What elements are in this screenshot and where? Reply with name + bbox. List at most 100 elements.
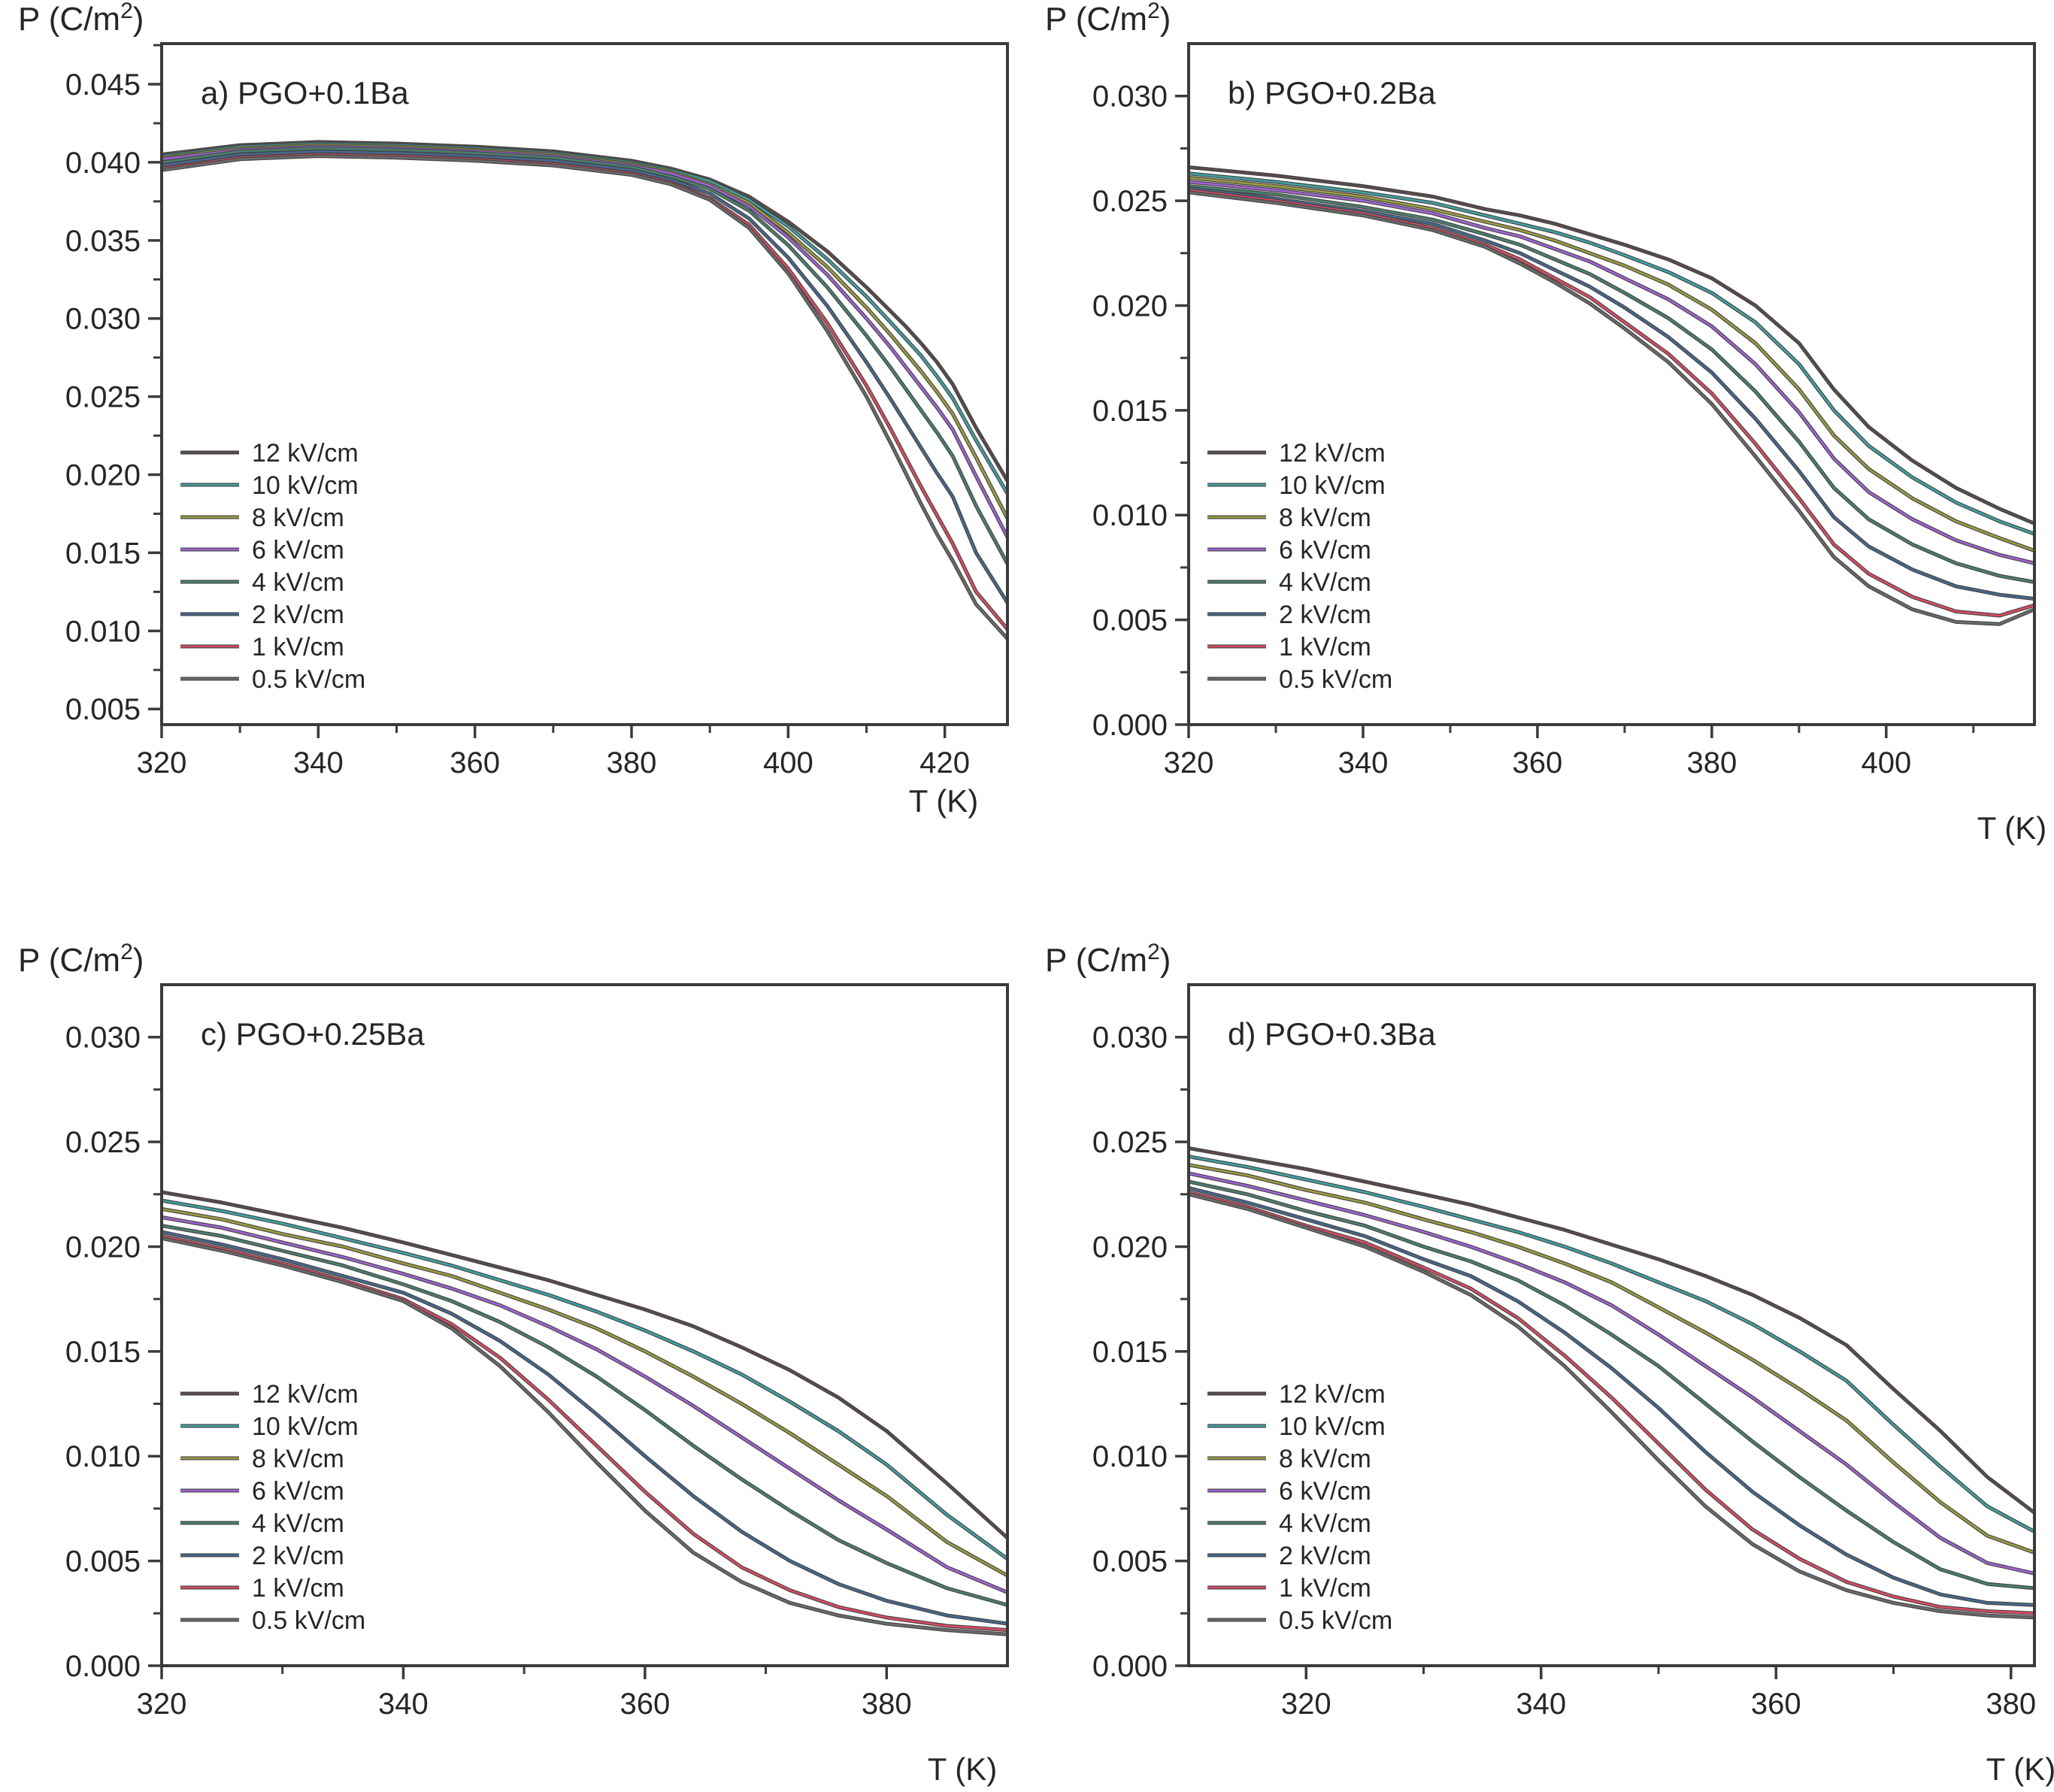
x-tick-label: 360 xyxy=(620,1688,670,1721)
legend-entry-6-kv-cm: 6 kV/cm xyxy=(180,1477,344,1506)
chart-canvas-c: 320 340 360 380 0.000 0.005 0.010 0.015 0.020 0.0… xyxy=(18,940,1009,1787)
x-axis-label: T (K) xyxy=(928,1751,998,1787)
legend-entry-6-kv-cm: 6 kV/cm xyxy=(1207,1477,1371,1506)
legend-entry-4-kv-cm: 4 kV/cm xyxy=(180,568,344,597)
y-tick-label: 0.005 xyxy=(65,693,141,726)
legend-entry-2-kv-cm: 2 kV/cm xyxy=(1207,1542,1371,1570)
series-line-1-kv-cm xyxy=(162,1235,1007,1631)
series-line-10-kv-cm xyxy=(1189,1155,2034,1533)
y-tick-label: 0.025 xyxy=(65,1126,141,1159)
y-tick-label: 0.025 xyxy=(1092,1126,1168,1159)
legend-entry-12-kv-cm: 12 kV/cm xyxy=(1207,1380,1386,1409)
legend-label: 6 kV/cm xyxy=(252,1477,344,1506)
x-axis-label: T (K) xyxy=(1977,810,2047,846)
x-tick-label: 320 xyxy=(1164,746,1214,779)
x-tick-label: 360 xyxy=(1513,746,1563,779)
chart-canvas-d: 320 340 360 380 0.000 0.005 0.010 0.015 0.020 0.0… xyxy=(1045,940,2054,1787)
legend-entry-6-kv-cm: 6 kV/cm xyxy=(1207,536,1371,565)
y-tick-label: 0.015 xyxy=(1092,1336,1168,1369)
series-line-10-kv-cm xyxy=(162,1199,1007,1560)
series-line-8-kv-cm xyxy=(1189,1164,2034,1554)
legend-label: 2 kV/cm xyxy=(1279,1542,1371,1570)
legend-label: 10 kV/cm xyxy=(252,1412,359,1441)
x-tick-label: 360 xyxy=(1751,1688,1801,1721)
legend-entry-4-kv-cm: 4 kV/cm xyxy=(180,1509,344,1538)
y-tick-label: 0.020 xyxy=(65,459,141,492)
legend-label: 10 kV/cm xyxy=(252,471,359,500)
y-tick-label: 0.025 xyxy=(1092,185,1168,218)
panel-title: b) PGO+0.2Ba xyxy=(1228,75,1436,110)
y-tick-label: 0.000 xyxy=(65,1650,141,1683)
legend-label: 0.5 kV/cm xyxy=(252,665,365,694)
x-tick-label: 340 xyxy=(378,1688,429,1721)
legend: 12 kV/cm 10 kV/cm 8 kV/cm 6 kV/cm 4 kV/cm 2 k… xyxy=(1207,1380,1392,1635)
legend-entry-1-kv-cm: 1 kV/cm xyxy=(1207,633,1371,661)
legend-label: 12 kV/cm xyxy=(252,1380,359,1409)
y-tick-label: 0.005 xyxy=(1092,604,1168,637)
legend-entry-2-kv-cm: 2 kV/cm xyxy=(1207,601,1371,629)
y-tick-label: 0.000 xyxy=(1092,709,1168,742)
legend-entry-8-kv-cm: 8 kV/cm xyxy=(180,504,344,532)
y-tick-label: 0.010 xyxy=(1092,499,1168,532)
series-line-4-kv-cm xyxy=(1189,1180,2034,1590)
y-tick-label: 0.030 xyxy=(65,303,141,336)
legend-label: 10 kV/cm xyxy=(1279,1412,1386,1441)
series-line-10-kv-cm xyxy=(1189,172,2034,535)
legend-label: 8 kV/cm xyxy=(1279,1445,1371,1473)
y-tick-label: 0.005 xyxy=(1092,1545,1168,1579)
legend-label: 1 kV/cm xyxy=(1279,633,1371,661)
series-line-6-kv-cm xyxy=(162,1216,1007,1594)
series-line-8-kv-cm xyxy=(162,1208,1007,1577)
series-line-4-kv-cm xyxy=(162,1224,1007,1606)
series-line-12-kv-cm-outline xyxy=(1189,165,2034,525)
panel-title: a) PGO+0.1Ba xyxy=(201,75,409,110)
legend-label: 12 kV/cm xyxy=(1279,439,1386,468)
legend-label: 6 kV/cm xyxy=(1279,1477,1371,1506)
chart-canvas-a: 320 340 360 380 400 420 0.005 0.010 0.015 0.020 0.… xyxy=(18,0,1009,819)
y-tick-label: 0.005 xyxy=(65,1545,141,1579)
y-tick-label: 0.010 xyxy=(65,1440,141,1473)
legend-entry-4-kv-cm: 4 kV/cm xyxy=(1207,1509,1371,1538)
series-line-1-kv-cm xyxy=(1189,189,2034,617)
legend-entry-12-kv-cm: 12 kV/cm xyxy=(1207,439,1386,468)
series-line-2-kv-cm xyxy=(162,1230,1007,1625)
y-tick-label: 0.010 xyxy=(1092,1440,1168,1473)
legend-entry-12-kv-cm: 12 kV/cm xyxy=(180,439,359,468)
legend-entry-1-kv-cm: 1 kV/cm xyxy=(1207,1574,1371,1603)
legend-entry-8-kv-cm: 8 kV/cm xyxy=(1207,504,1371,532)
legend-label: 8 kV/cm xyxy=(252,504,344,532)
x-tick-label: 320 xyxy=(1281,1688,1331,1721)
legend-entry-0-5-kv-cm: 0.5 kV/cm xyxy=(180,1606,365,1635)
legend-entry-6-kv-cm: 6 kV/cm xyxy=(180,536,344,565)
legend-label: 2 kV/cm xyxy=(252,1542,344,1570)
y-tick-label: 0.045 xyxy=(65,68,141,101)
x-tick-label: 380 xyxy=(862,1688,912,1721)
legend-label: 12 kV/cm xyxy=(252,439,359,468)
plot-frame xyxy=(1187,42,2036,726)
y-tick-label: 0.020 xyxy=(1092,1230,1168,1264)
x-tick-label: 340 xyxy=(1338,746,1389,779)
legend-entry-0-5-kv-cm: 0.5 kV/cm xyxy=(1207,1606,1392,1635)
y-tick-label: 0.020 xyxy=(65,1230,141,1264)
legend: 12 kV/cm 10 kV/cm 8 kV/cm 6 kV/cm 4 kV/cm 2 k… xyxy=(1207,439,1392,694)
panel-title: d) PGO+0.3Ba xyxy=(1228,1016,1436,1052)
legend-entry-12-kv-cm: 12 kV/cm xyxy=(180,1380,359,1409)
legend-label: 1 kV/cm xyxy=(252,1574,344,1603)
y-tick-label: 0.030 xyxy=(65,1022,141,1055)
y-axis-label: P (C/m2) xyxy=(18,0,144,38)
x-tick-label: 380 xyxy=(1687,746,1737,779)
y-tick-label: 0.030 xyxy=(1092,80,1168,114)
legend-label: 4 kV/cm xyxy=(252,1509,344,1538)
y-tick-label: 0.020 xyxy=(1092,289,1168,322)
y-tick-label: 0.015 xyxy=(65,537,141,570)
series-line-0-5-kv-cm xyxy=(162,155,1007,640)
y-axis-label: P (C/m2) xyxy=(18,940,144,979)
x-axis-label: T (K) xyxy=(909,783,979,819)
y-tick-label: 0.030 xyxy=(1092,1022,1168,1055)
y-tick-label: 0.010 xyxy=(65,615,141,648)
legend: 12 kV/cm 10 kV/cm 8 kV/cm 6 kV/cm 4 kV/cm 2 k… xyxy=(180,439,365,694)
x-tick-label: 340 xyxy=(1516,1688,1566,1721)
series-line-6-kv-cm xyxy=(1189,180,2034,565)
series-line-0-5-kv-cm xyxy=(1189,191,2034,625)
